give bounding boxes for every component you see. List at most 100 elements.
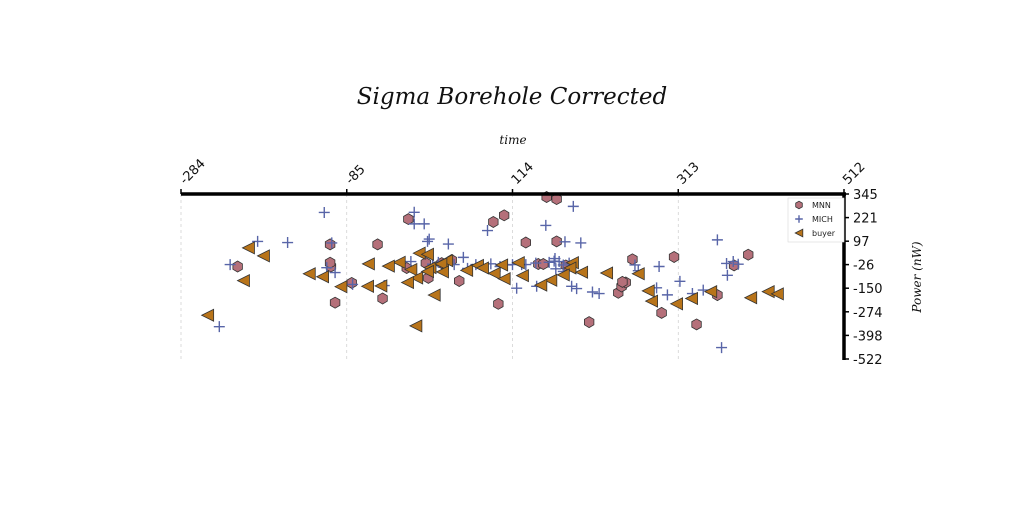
data-point-mich [252,235,264,247]
x-tick-label: -284 [177,156,208,187]
data-point-mich [213,321,225,333]
data-point-buyer [409,271,424,285]
data-point-buyer [743,291,758,305]
data-point-buyer [574,265,589,279]
chart-title: Sigma Borehole Corrected [357,84,667,110]
data-point-mich [575,237,587,249]
data-point-buyer [533,278,548,292]
data-point-mnn [488,216,499,228]
data-point-mnn [743,248,754,261]
data-point-buyer [360,279,374,293]
data-point-mich [674,275,686,287]
y-tick-label: 221 [853,212,878,227]
data-point-mnn [372,238,383,251]
data-point-buyer [684,291,698,306]
legend: MNN MICH buyer [787,197,845,243]
data-point-mich [457,251,469,263]
data-point-mnn [617,275,628,288]
data-point-mich [442,238,454,250]
data-point-buyer [770,287,784,301]
data-point-buyer [435,265,449,279]
data-point-mnn [403,213,414,226]
x-tick-label: 114 [509,160,537,188]
data-point-mnn [324,238,336,251]
data-point-mich [727,256,739,268]
data-point-mich [408,206,420,218]
legend-label: MNN [812,201,831,210]
data-point-mich [732,258,744,270]
data-point-mich [318,206,330,218]
data-point-mich [559,236,571,248]
x-axis-label: time [499,133,526,147]
x-tick-label: 313 [674,160,702,188]
data-point-mich [629,259,641,271]
x-tick-label: -85 [343,162,369,188]
data-point-buyer [669,297,683,311]
y-tick-label: -522 [853,353,883,368]
data-point-buyer [641,284,655,298]
data-point-mich [405,256,417,268]
data-point-buyer [315,270,329,284]
data-point-mich [716,342,728,354]
data-point-mnn [584,316,595,329]
data-point-mich [721,269,733,281]
data-point-buyer [334,280,348,294]
data-point-buyer [433,257,448,271]
data-point-mnn [520,236,531,249]
data-point-mich [408,218,420,230]
legend-marker-buyer [794,228,804,238]
data-point-mich [567,200,579,212]
data-point-buyer [361,257,375,271]
data-point-buyer [459,263,474,277]
data-point-buyer [511,256,525,270]
data-point-buyer [631,267,645,281]
y-tick-label: 345 [853,188,878,203]
data-point-mnn [538,258,549,270]
data-point-mich [326,237,338,249]
data-point-buyer [761,284,775,299]
data-point-mich [566,280,578,292]
data-point-buyer [599,266,614,280]
data-points [200,191,784,354]
data-point-mich [422,235,434,247]
data-point-buyer [200,308,215,322]
data-point-mich [482,225,494,237]
data-point-mich [423,233,435,245]
data-point-buyer [400,275,414,290]
data-point-buyer [392,255,406,269]
data-point-buyer [420,247,434,261]
data-point-mnn [453,275,465,287]
data-point-mnn [656,306,667,319]
data-point-buyer [403,262,418,277]
data-point-mnn [668,251,680,263]
data-point-mnn [551,193,562,206]
data-point-buyer [563,261,577,275]
data-point-buyer [543,273,558,287]
legend-marker-mich [795,215,803,223]
data-point-buyer [302,267,316,281]
data-point-buyer [487,266,501,281]
data-point-mich [540,219,552,231]
data-point-mnn [551,235,562,248]
data-point-mnn [493,297,504,310]
data-point-mich [653,261,665,273]
data-point-mich [550,263,562,275]
data-point-mnn [691,318,702,331]
data-point-buyer [494,258,509,272]
data-point-mich [329,267,341,279]
data-point-mich [347,278,359,290]
data-point-mnn [377,292,388,305]
y-tick-label: -274 [853,306,883,321]
data-point-buyer [475,261,489,275]
legend-label: buyer [812,229,836,238]
data-point-buyer [381,259,395,273]
y-tick-label: -150 [853,282,883,297]
data-point-buyer [241,241,255,255]
x-tick-label: 512 [840,160,868,188]
data-point-mich [543,256,555,268]
data-point-buyer [644,294,658,308]
data-point-mich [593,288,605,300]
data-point-buyer [497,272,511,286]
data-point-mnn [346,276,357,289]
